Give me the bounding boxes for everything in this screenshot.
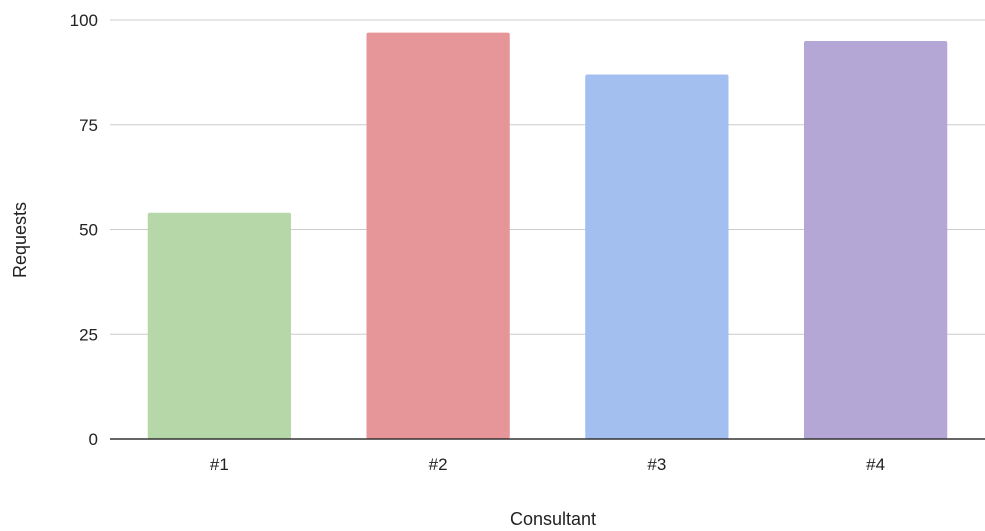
y-axis-ticks: 0 25 50 75 100 <box>70 11 98 449</box>
x-axis-ticks: #1 #2 #3 #4 <box>210 455 885 474</box>
y-tick-label-0: 0 <box>89 430 98 449</box>
x-tick-label-4: #4 <box>866 455 885 474</box>
x-tick-label-2: #2 <box>429 455 448 474</box>
bars <box>147 32 948 439</box>
bar-1 <box>147 212 292 439</box>
bar-3 <box>585 74 729 439</box>
bar-4 <box>803 40 948 439</box>
bar-2 <box>366 32 510 439</box>
x-tick-label-1: #1 <box>210 455 229 474</box>
x-axis-title: Consultant <box>510 509 596 529</box>
y-tick-label-100: 100 <box>70 11 98 30</box>
y-tick-label-75: 75 <box>79 116 98 135</box>
y-axis-title: Requests <box>10 202 30 278</box>
x-tick-label-3: #3 <box>647 455 666 474</box>
y-tick-label-50: 50 <box>79 221 98 240</box>
y-tick-label-25: 25 <box>79 325 98 344</box>
